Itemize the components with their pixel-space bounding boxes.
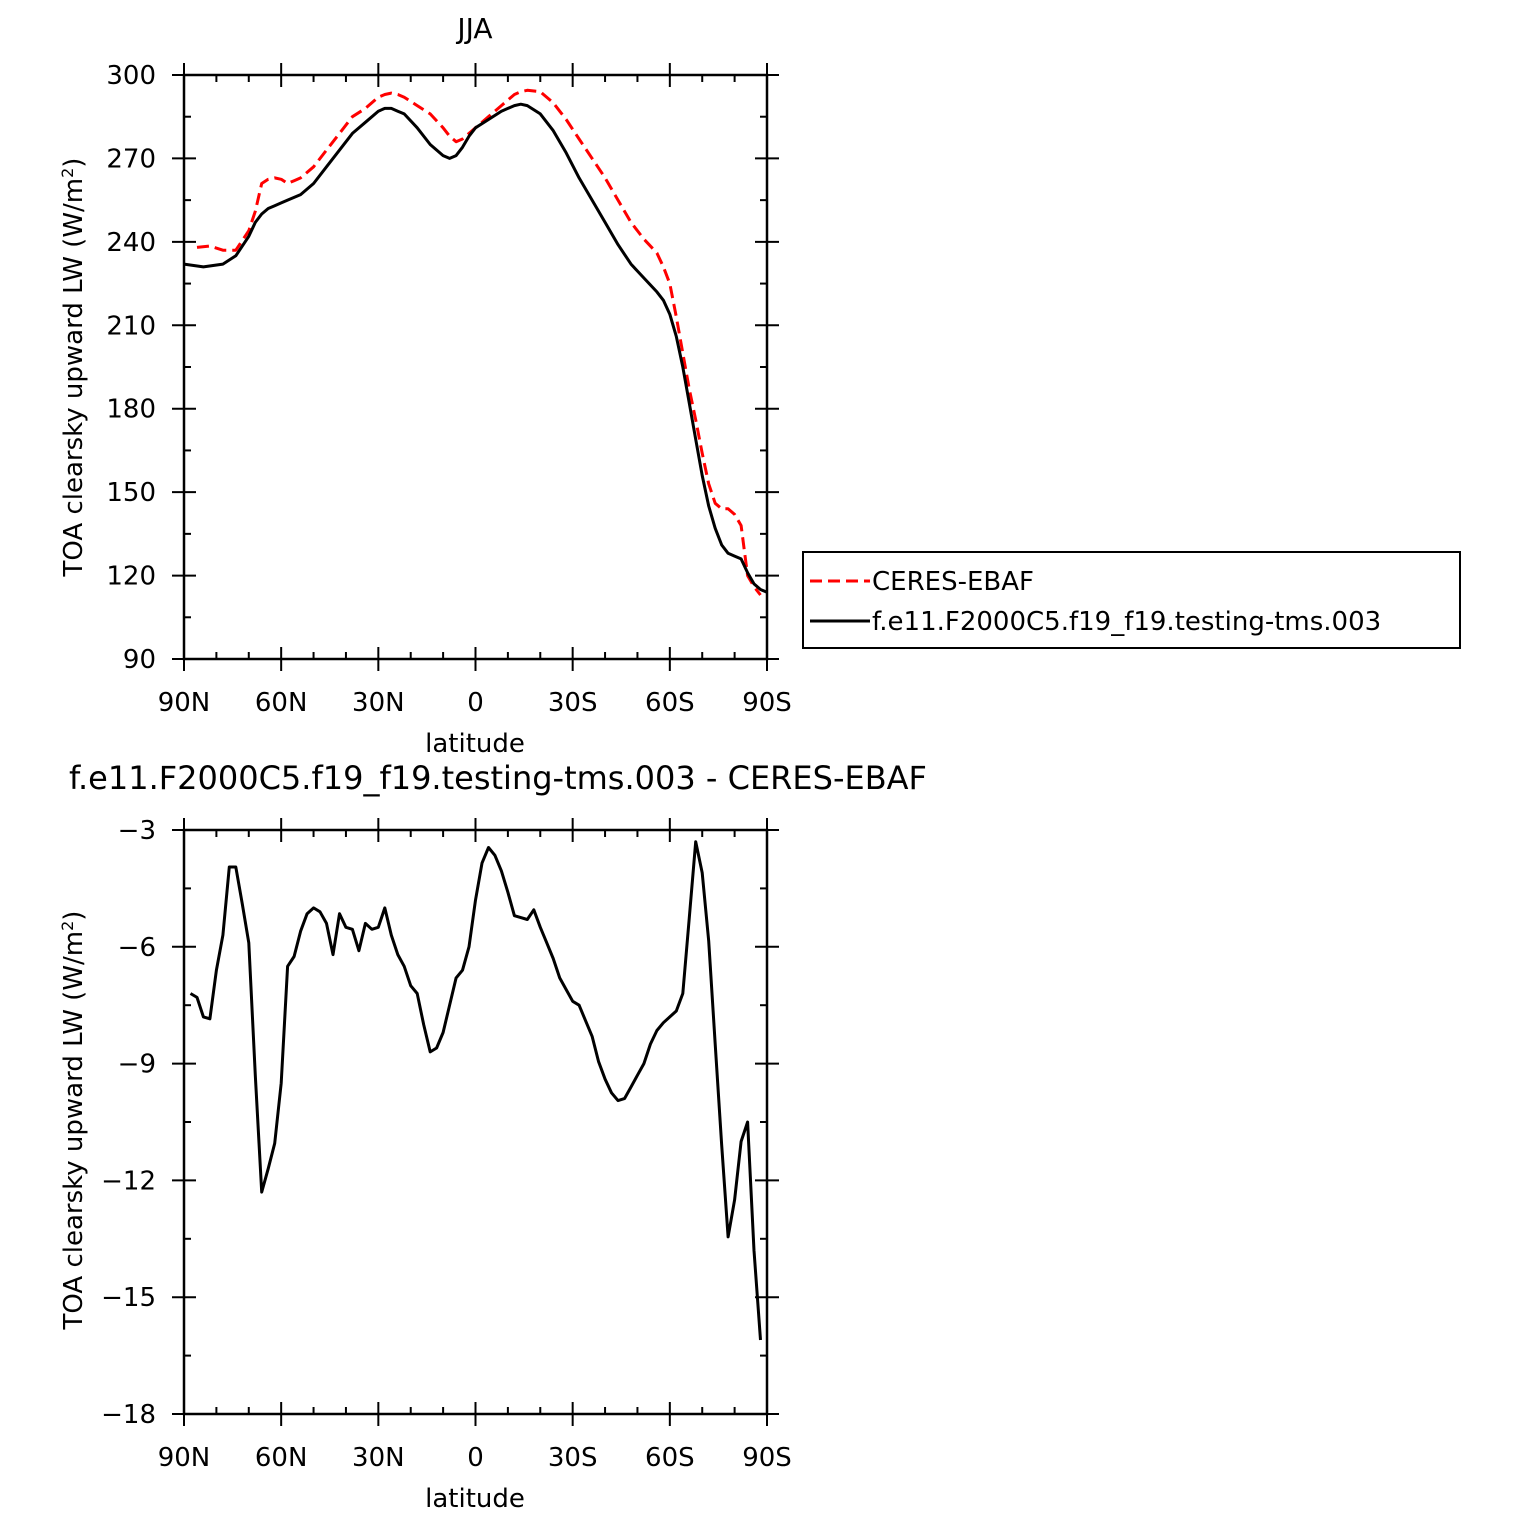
y-tick-label: −6: [118, 933, 156, 963]
y-tick-label: −9: [118, 1050, 156, 1080]
legend-box: [802, 551, 1461, 649]
x-tick-label: 90N: [158, 688, 211, 718]
plot-frame: [182, 828, 769, 1416]
y-tick-label: 240: [106, 228, 156, 258]
x-tick-label: 0: [467, 688, 484, 718]
y-tick-label: 210: [106, 311, 156, 341]
x-tick-label: 30S: [548, 688, 598, 718]
legend-entry-label: CERES-EBAF: [872, 567, 1034, 597]
x-tick-label: 30S: [548, 1443, 598, 1473]
x-tick-label: 90S: [742, 688, 792, 718]
x-tick-label: 60N: [255, 688, 308, 718]
y-axis-label: TOA clearsky upward LW (W/m2): [58, 158, 90, 578]
x-tick-label: 30N: [352, 1443, 405, 1473]
top-panel: 90N 60N 30N 0 30S 60S 90S 90 120 150 180 210 240 270 3…: [58, 12, 792, 759]
x-tick-label: 90N: [158, 1443, 211, 1473]
y-tick-label: −15: [101, 1283, 156, 1313]
bottom-panel: 90N 60N 30N 0 30S 60S 90S −3 −6 −9 −12 −15 −18 f.e11.…: [58, 759, 927, 1514]
plot-frame: [182, 73, 769, 661]
y-tick-label: −18: [101, 1400, 156, 1430]
series-line-1: [189, 840, 762, 1341]
y-tick-label: 90: [123, 645, 156, 675]
y-tick-label: −3: [118, 816, 156, 846]
y-tick-label: 270: [106, 144, 156, 174]
x-tick-label: 60N: [255, 1443, 308, 1473]
x-tick-label: 90S: [742, 1443, 792, 1473]
x-tick-label: 60S: [645, 1443, 695, 1473]
x-tick-label: 30N: [352, 688, 405, 718]
y-tick-label: 180: [106, 395, 156, 425]
legend: CERES-EBAF f.e11.F2000C5.f19_f19.testing-…: [802, 551, 1461, 649]
x-tick-label: 0: [467, 1443, 484, 1473]
y-tick-label: 150: [106, 478, 156, 508]
chart-title: f.e11.F2000C5.f19_f19.testing-tms.003 - …: [69, 759, 927, 797]
y-axis-label: TOA clearsky upward LW (W/m2): [58, 911, 90, 1331]
x-axis-label: latitude: [425, 1484, 525, 1514]
series-line-f-e11-f2000c5-f19-f19-testing-tms-003: [183, 102, 768, 594]
x-axis-label: latitude: [425, 729, 525, 759]
series-line-ceres-ebaf: [196, 88, 762, 596]
legend-entry-label: f.e11.F2000C5.f19_f19.testing-tms.003: [872, 607, 1381, 637]
y-tick-label: 300: [106, 61, 156, 91]
y-tick-label: 120: [106, 562, 156, 592]
chart-title: JJA: [455, 12, 492, 45]
y-tick-label: −12: [101, 1166, 156, 1196]
x-tick-label: 60S: [645, 688, 695, 718]
